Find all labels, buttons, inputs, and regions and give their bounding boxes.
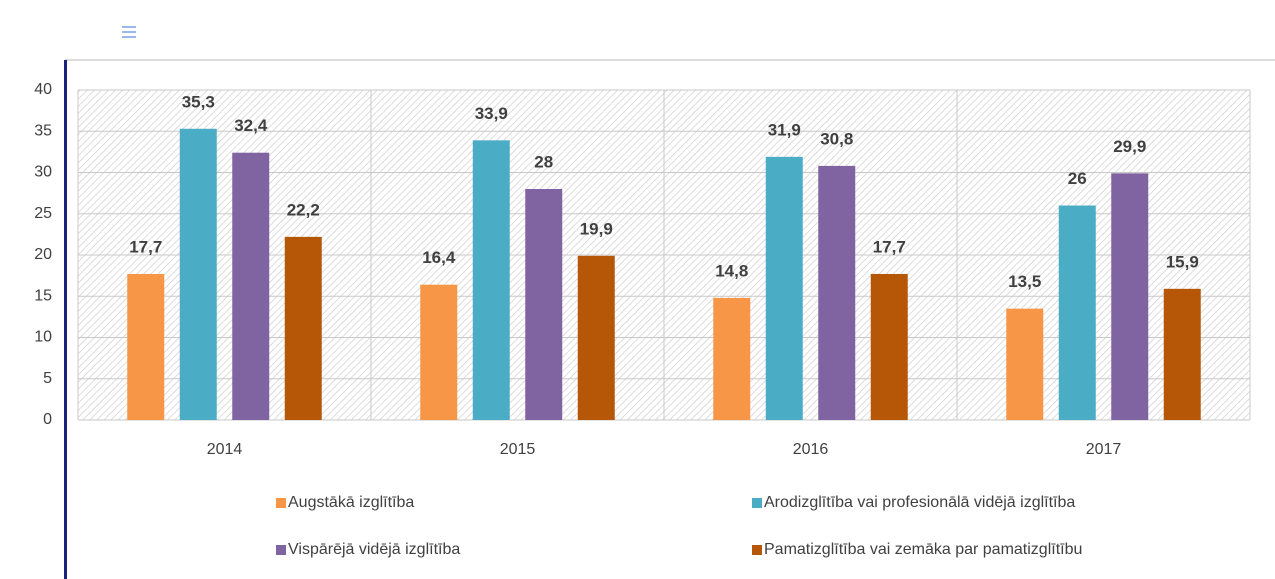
x-tick-label: 2014: [207, 441, 243, 458]
data-label: 14,8: [715, 261, 748, 280]
bar: [818, 165, 856, 420]
legend-swatch: [752, 498, 762, 508]
x-tick-label: 2016: [793, 441, 829, 458]
bar: [765, 156, 803, 420]
legend-swatch: [276, 498, 286, 508]
data-label: 29,9: [1113, 137, 1146, 156]
bar: [179, 128, 217, 420]
y-tick-label: 20: [34, 246, 52, 263]
bar: [525, 189, 563, 420]
x-tick-label: 2015: [500, 441, 536, 458]
data-label: 33,9: [475, 104, 508, 123]
legend-swatch: [752, 545, 762, 555]
bar: [284, 236, 322, 420]
data-label: 35,3: [182, 92, 215, 111]
y-tick-label: 35: [34, 122, 52, 139]
y-tick-label: 30: [34, 164, 52, 181]
bar: [1111, 173, 1149, 420]
bar: [1006, 308, 1044, 420]
data-label: 28: [534, 152, 553, 171]
y-tick-label: 40: [34, 81, 52, 98]
y-tick-label: 0: [43, 411, 52, 428]
legend-swatch: [276, 545, 286, 555]
legend-label: Augstākā izglītība: [288, 494, 414, 511]
data-label: 32,4: [234, 116, 268, 135]
side-bar: [64, 60, 67, 579]
bar: [232, 152, 270, 420]
x-tick-label: 2017: [1086, 441, 1122, 458]
data-label: 26: [1068, 169, 1087, 188]
bar: [472, 140, 510, 420]
data-label: 16,4: [422, 248, 456, 267]
data-label: 13,5: [1008, 272, 1041, 291]
data-label: 19,9: [580, 219, 613, 238]
y-tick-label: 10: [34, 329, 52, 346]
menu-icon[interactable]: [122, 26, 136, 38]
data-label: 22,2: [287, 200, 320, 219]
data-label: 17,7: [873, 237, 906, 256]
data-label: 17,7: [129, 237, 162, 256]
bar: [420, 284, 458, 420]
legend-label: Pamatizglītība vai zemāka par pamatizglī…: [764, 541, 1082, 558]
data-label: 31,9: [768, 120, 801, 139]
bar: [127, 273, 165, 420]
bar: [577, 255, 615, 420]
y-tick-label: 25: [34, 205, 52, 222]
bar: [713, 297, 751, 420]
bar: [1163, 288, 1201, 420]
bar: [1058, 205, 1096, 420]
y-tick-label: 5: [43, 370, 52, 387]
data-label: 30,8: [820, 129, 853, 148]
bar: [870, 273, 908, 420]
legend-label: Vispārējā vidējā izglītība: [288, 541, 460, 558]
y-tick-label: 15: [34, 287, 52, 304]
legend-label: Arodizglītība vai profesionālā vidējā iz…: [764, 494, 1075, 511]
data-label: 15,9: [1166, 252, 1199, 271]
